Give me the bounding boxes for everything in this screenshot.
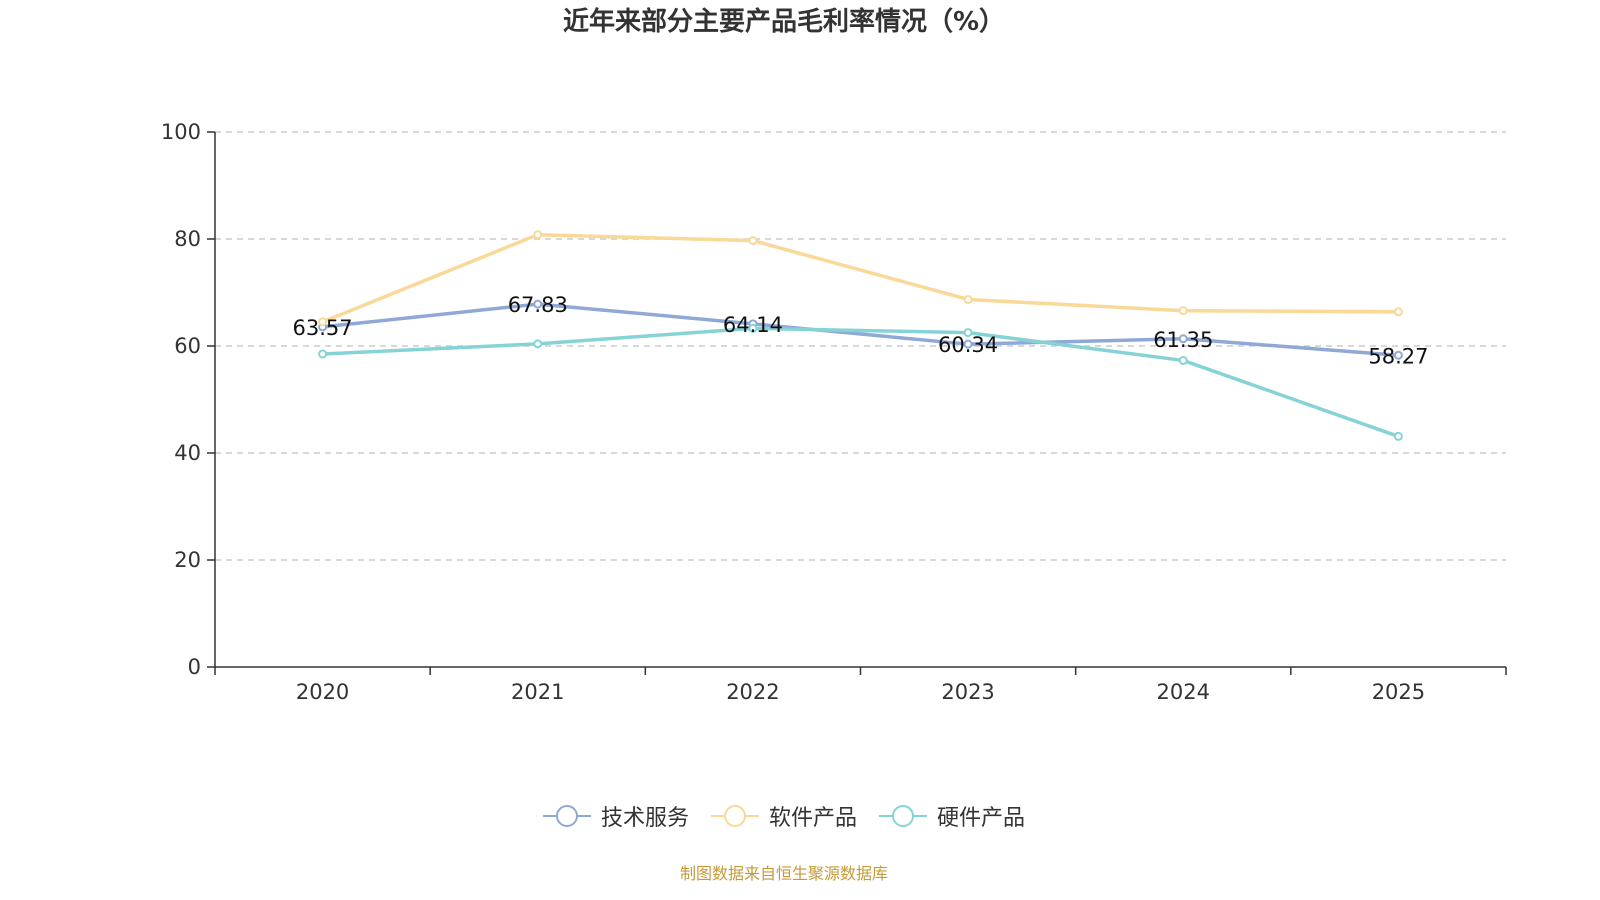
legend-item-software-product[interactable]: 软件产品 — [710, 800, 857, 832]
data-point — [1393, 307, 1403, 317]
series-line-2 — [322, 326, 1399, 439]
x-tick-label: 2025 — [1372, 680, 1425, 704]
chart-title: 近年来部分主要产品毛利率情况（%） — [562, 7, 1006, 37]
data-point — [963, 294, 973, 304]
x-tick-label: 2022 — [726, 680, 779, 704]
data-label: 64.14 — [723, 313, 783, 337]
legend-line-circle-icon — [542, 805, 591, 827]
data-point — [1393, 431, 1403, 441]
data-source-note: 制图数据来自恒生聚源数据库 — [679, 864, 888, 883]
data-point — [533, 230, 543, 240]
y-tick-label: 80 — [174, 227, 201, 251]
data-point — [1178, 355, 1188, 365]
x-tick-label: 2023 — [941, 680, 994, 704]
data-point — [1178, 306, 1188, 316]
series-lines — [318, 230, 1403, 441]
legend-item-tech-service[interactable]: 技术服务 — [542, 800, 689, 832]
legend-label: 硬件产品 — [937, 806, 1026, 831]
data-point — [1178, 334, 1188, 344]
x-tick-label: 2021 — [511, 680, 564, 704]
legend-label: 技术服务 — [600, 806, 689, 831]
data-point — [318, 317, 328, 327]
y-tick-label: 0 — [188, 655, 201, 679]
data-label: 60.34 — [938, 333, 998, 357]
data-point — [533, 339, 543, 349]
legend: 技术服务 软件产品 硬件产品 — [0, 800, 1568, 832]
legend-line-circle-icon — [710, 805, 759, 827]
x-tick-label: 2024 — [1157, 680, 1210, 704]
y-tick-label: 100 — [161, 120, 201, 144]
data-point — [318, 349, 328, 359]
data-point — [1393, 350, 1403, 360]
y-tick-label: 40 — [174, 441, 201, 465]
series-line-0 — [322, 302, 1399, 358]
legend-label: 软件产品 — [768, 806, 857, 831]
line-chart: 0 20 40 60 80 100 2020 2021 2022 2023 2024 2025 63.… — [161, 120, 1507, 704]
data-label: 61.35 — [1153, 328, 1213, 352]
data-labels: 63.57 67.83 64.14 60.34 61.35 58.27 — [293, 293, 1429, 368]
y-tick-label: 60 — [174, 334, 201, 358]
axes: 0 20 40 60 80 100 2020 2021 2022 2023 2024 2025 — [161, 120, 1507, 704]
series-line-1 — [321, 232, 1399, 324]
data-point — [748, 323, 758, 333]
data-label: 67.83 — [508, 293, 568, 317]
x-tick-label: 2020 — [296, 680, 349, 704]
data-point — [533, 299, 543, 309]
data-point — [963, 328, 973, 338]
legend-item-hardware-product[interactable]: 硬件产品 — [879, 800, 1025, 832]
data-label: 63.57 — [293, 316, 353, 340]
y-tick-label: 20 — [174, 548, 201, 572]
data-point — [963, 339, 973, 349]
grid-lines — [215, 131, 1506, 561]
legend-line-circle-icon — [879, 805, 927, 827]
data-point — [748, 236, 758, 246]
data-label: 58.27 — [1368, 344, 1428, 368]
